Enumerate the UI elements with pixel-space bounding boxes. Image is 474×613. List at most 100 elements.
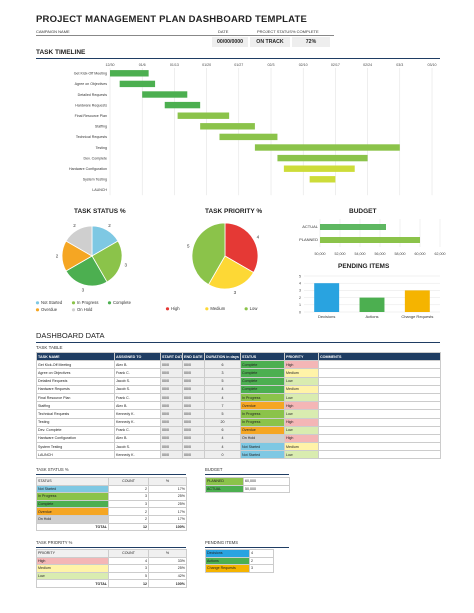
col-duration: DURATION in days [204,351,241,362]
gantt-date-label: 01/13 [170,63,179,67]
priority-summary-count: 3 [108,564,149,573]
status-summary-header-pct: % [148,477,187,486]
status-summary-pct: 17% [148,484,187,494]
pending-summary-row: Actions 2 [205,556,274,566]
assigned-to-cell: Frank C. [114,392,161,403]
gantt-date-label: 03/10 [428,63,437,67]
date-value: 00/00/0000 [212,37,248,47]
priority-summary-row: High 4 33% [36,556,187,566]
priority-summary-row: Low 5 42% [36,571,187,581]
task-name-cell: Testing [36,417,115,427]
pending-bar [404,290,430,312]
gantt-task-label: Technical Requests [76,135,107,139]
task-name-cell: Technical Requests [36,409,115,419]
pending-summary-label: Actions [205,556,250,566]
priority-summary-rule [36,547,186,548]
status-cell: In Progress [240,417,285,427]
legend-label: Low [250,306,259,311]
status-cell: Complete [240,384,285,394]
duration-cell: 6 [204,360,241,370]
duration-cell: 6 [204,425,241,435]
status-summary-row: In Progress 3 25% [36,492,187,501]
legend-swatch [71,301,76,305]
gantt-bar [277,154,368,162]
gantt-bar [200,123,255,130]
priority-summary-label: Low [36,571,109,581]
priority-cell: High [284,417,319,427]
table-row: LAUNCH Kennedy K. 00/0 00/0 0 Not Started Low [36,450,441,460]
start-date-cell: 00/0 [160,417,183,427]
start-date-cell: 00/0 [160,392,183,403]
pie-slice [65,225,93,257]
duration-cell: 3 [204,368,241,378]
status-pie-chart: 2 3 3 2 2 Not Started In Progress Complete Overd… [35,223,132,312]
priority-cell: Medium [284,384,319,394]
pending-summary-value: 4 [249,549,274,558]
task-name-cell: Dev. Complete [36,425,115,435]
gantt-task-label: System Testing [83,178,107,182]
table-row: Dev. Complete Frank C. 00/0 00/0 6 Overdue Low [36,425,441,435]
status-cell: On Hold [240,433,285,444]
task-table: TASK NAME ASSIGNED TO START DATE END DAT… [36,351,441,460]
status-summary-count: 3 [108,492,149,501]
pending-bar [359,297,385,312]
legend-label: In Progress [77,300,98,305]
legend-swatch [107,301,112,305]
task-name-cell: Get Kick-Off Meeting [36,360,115,370]
comments-cell [318,417,441,427]
legend-swatch [35,301,40,305]
gantt-bar [110,70,149,77]
pending-bar [314,283,340,312]
comments-cell [318,425,441,435]
gantt-bar [309,176,336,183]
timeline-rule [36,58,440,59]
status-summary-row: On Hold 2 17% [36,514,187,524]
status-summary-pct: 17% [148,514,187,524]
status-cell: In Progress [240,392,285,403]
task-name-cell: Detailed Requests [36,376,115,386]
table-row: Staffing Alex B. 00/0 00/0 7 Overdue High [36,401,441,411]
priority-summary-label: Medium [36,564,109,573]
pie-value-label: 3 [125,263,128,268]
pie-slice [191,222,226,286]
status-chart-title: TASK STATUS % [74,208,126,215]
priority-summary-header-priority: PRIORITY [36,549,109,558]
table-row: System Testing Jacob S. 00/0 00/0 4 Not Start… [36,442,441,452]
duration-cell: 0 [204,450,241,460]
budget-summary-row: PLANNED 60,000 [205,477,290,486]
priority-summary-count: 4 [108,556,149,566]
start-date-cell: 00/0 [160,401,183,411]
campaign-label: CAMPAIGN NAME [36,29,70,34]
budget-category-label: ACTUAL [302,224,319,229]
pending-category-label: Decisions [318,314,335,319]
end-date-cell: 00/0 [182,376,205,386]
priority-pie-chart: 4 3 5 High Medium Low [165,222,260,311]
status-cell: Complete [240,368,285,378]
priority-cell: Low [284,425,319,435]
table-row: Testing Kennedy K. 00/0 00/0 20 In Progress Hi… [36,417,441,427]
pie-slice [65,255,108,287]
gantt-date-label: 12/30 [106,63,115,67]
gantt-task-label: Testing [96,146,107,150]
priority-total-pct: 100% [148,579,187,588]
table-row: Technical Requests Kennedy K. 00/0 00/0 5 In … [36,409,441,419]
status-label: PROJECT STATUS [257,29,292,34]
priority-cell: Medium [284,368,319,378]
priority-summary-table: PRIORITY COUNT % High 4 33% Medium 3 25% Low 5 4… [36,549,187,588]
pending-summary-rule [205,547,289,548]
legend-label: Not Started [41,300,63,305]
legend-label: Medium [210,306,225,311]
date-label: DATE [218,29,229,34]
pie-value-label: 3 [234,290,237,295]
priority-summary-header-count: COUNT [108,549,149,558]
dashboard-title: DASHBOARD DATA [36,331,105,340]
comments-cell [318,392,441,403]
task-name-cell: Staffing [36,401,115,411]
gantt-task-label: Final Resource Plan [75,114,107,118]
complete-label: % COMPLETE [292,29,319,34]
pending-bar-chart: 0 1 2 3 4 5 Decisions Actions Change Requests [299,274,440,319]
budget-summary-title: BUDGET [205,467,223,472]
gantt-task-label: Dev. Complete [83,156,107,160]
status-summary-count: 3 [108,499,149,509]
status-cell: Overdue [240,401,285,411]
